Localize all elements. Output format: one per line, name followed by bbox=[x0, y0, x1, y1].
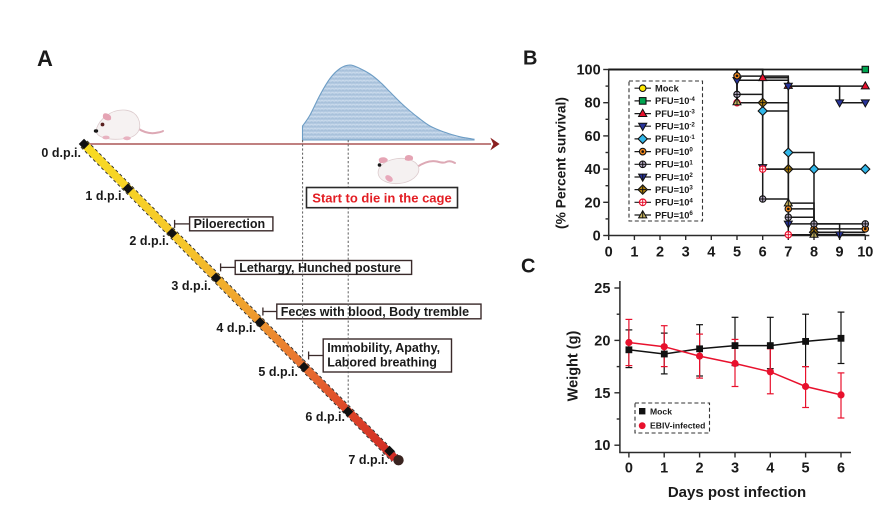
svg-text:Piloerection: Piloerection bbox=[194, 217, 266, 231]
svg-text:2: 2 bbox=[696, 461, 704, 477]
svg-text:60: 60 bbox=[585, 129, 601, 145]
svg-text:6: 6 bbox=[837, 461, 845, 477]
svg-text:7 d.p.i.: 7 d.p.i. bbox=[348, 453, 388, 467]
svg-text:4: 4 bbox=[766, 461, 774, 477]
svg-text:4: 4 bbox=[707, 245, 715, 261]
svg-text:0: 0 bbox=[605, 245, 613, 261]
svg-text:2 d.p.i.: 2 d.p.i. bbox=[129, 234, 169, 248]
svg-text:Immobility, Apathy,: Immobility, Apathy, bbox=[327, 341, 440, 355]
svg-text:PFU=103: PFU=103 bbox=[655, 185, 693, 195]
svg-text:20: 20 bbox=[594, 333, 610, 349]
svg-text:0 d.p.i.: 0 d.p.i. bbox=[41, 146, 81, 160]
svg-text:80: 80 bbox=[585, 96, 601, 112]
svg-text:0: 0 bbox=[625, 461, 633, 477]
svg-text:Lethargy, Hunched posture: Lethargy, Hunched posture bbox=[239, 261, 401, 275]
svg-text:3: 3 bbox=[731, 461, 739, 477]
svg-text:3: 3 bbox=[682, 245, 690, 261]
svg-text:PFU=106: PFU=106 bbox=[655, 210, 693, 220]
svg-text:5: 5 bbox=[733, 245, 741, 261]
svg-text:9: 9 bbox=[836, 245, 844, 261]
svg-text:Labored breathing: Labored breathing bbox=[327, 356, 437, 370]
svg-text:7: 7 bbox=[784, 245, 792, 261]
svg-text:PFU=10-4: PFU=10-4 bbox=[655, 96, 695, 106]
svg-text:6: 6 bbox=[759, 245, 767, 261]
svg-text:5: 5 bbox=[802, 461, 810, 477]
svg-text:Feces with blood, Body tremble: Feces with blood, Body tremble bbox=[281, 305, 469, 319]
svg-text:0: 0 bbox=[593, 229, 601, 245]
svg-text:4 d.p.i.: 4 d.p.i. bbox=[216, 321, 256, 335]
svg-text:10: 10 bbox=[857, 245, 873, 261]
svg-text:PFU=10-2: PFU=10-2 bbox=[655, 121, 695, 131]
svg-text:PFU=10-1: PFU=10-1 bbox=[655, 134, 695, 144]
svg-text:20: 20 bbox=[585, 195, 601, 211]
svg-text:40: 40 bbox=[585, 162, 601, 178]
svg-text:PFU=102: PFU=102 bbox=[655, 172, 693, 182]
svg-text:15: 15 bbox=[594, 386, 610, 402]
svg-text:6 d.p.i.: 6 d.p.i. bbox=[305, 410, 345, 424]
svg-text:3 d.p.i.: 3 d.p.i. bbox=[171, 279, 211, 293]
svg-text:Days post infection: Days post infection bbox=[668, 484, 806, 501]
svg-text:PFU=100: PFU=100 bbox=[655, 147, 693, 157]
svg-text:PFU=101: PFU=101 bbox=[655, 159, 693, 169]
svg-text:100: 100 bbox=[576, 63, 600, 79]
svg-text:1: 1 bbox=[630, 245, 638, 261]
svg-text:5 d.p.i.: 5 d.p.i. bbox=[258, 365, 298, 379]
svg-text:A: A bbox=[37, 46, 53, 71]
svg-text:Mock: Mock bbox=[650, 406, 672, 416]
svg-text:PFU=10-3: PFU=10-3 bbox=[655, 109, 695, 119]
svg-text:1: 1 bbox=[660, 461, 668, 477]
svg-text:(% Percent survival): (% Percent survival) bbox=[554, 97, 569, 229]
svg-text:EBIV-infected: EBIV-infected bbox=[650, 421, 705, 431]
svg-text:1 d.p.i.: 1 d.p.i. bbox=[85, 189, 125, 203]
svg-text:10: 10 bbox=[594, 438, 610, 454]
svg-text:B: B bbox=[523, 48, 537, 70]
svg-text:PFU=104: PFU=104 bbox=[655, 197, 693, 207]
svg-text:25: 25 bbox=[594, 281, 610, 297]
svg-text:8: 8 bbox=[810, 245, 818, 261]
svg-text:Mock: Mock bbox=[655, 84, 680, 94]
svg-text:C: C bbox=[521, 256, 535, 278]
svg-text:Start to die in the cage: Start to die in the cage bbox=[312, 190, 451, 205]
svg-text:2: 2 bbox=[656, 245, 664, 261]
svg-text:Weight (g): Weight (g) bbox=[566, 331, 582, 402]
